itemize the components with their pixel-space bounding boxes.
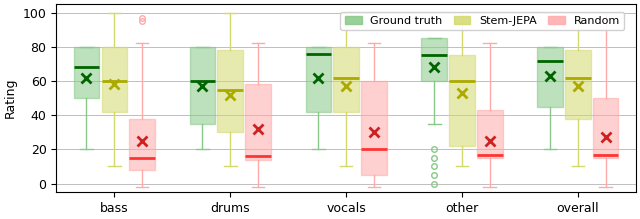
PathPatch shape (593, 98, 618, 158)
PathPatch shape (102, 47, 127, 112)
Legend: Ground truth, Stem-JEPA, Random: Ground truth, Stem-JEPA, Random (340, 12, 625, 30)
PathPatch shape (449, 55, 475, 146)
PathPatch shape (477, 110, 502, 158)
PathPatch shape (189, 47, 215, 124)
PathPatch shape (538, 47, 563, 107)
PathPatch shape (74, 47, 99, 98)
PathPatch shape (305, 47, 331, 112)
Y-axis label: Rating: Rating (4, 78, 17, 118)
PathPatch shape (245, 85, 271, 160)
PathPatch shape (565, 50, 591, 119)
PathPatch shape (421, 38, 447, 81)
PathPatch shape (361, 81, 387, 175)
PathPatch shape (218, 50, 243, 132)
PathPatch shape (129, 119, 155, 170)
PathPatch shape (333, 47, 359, 112)
